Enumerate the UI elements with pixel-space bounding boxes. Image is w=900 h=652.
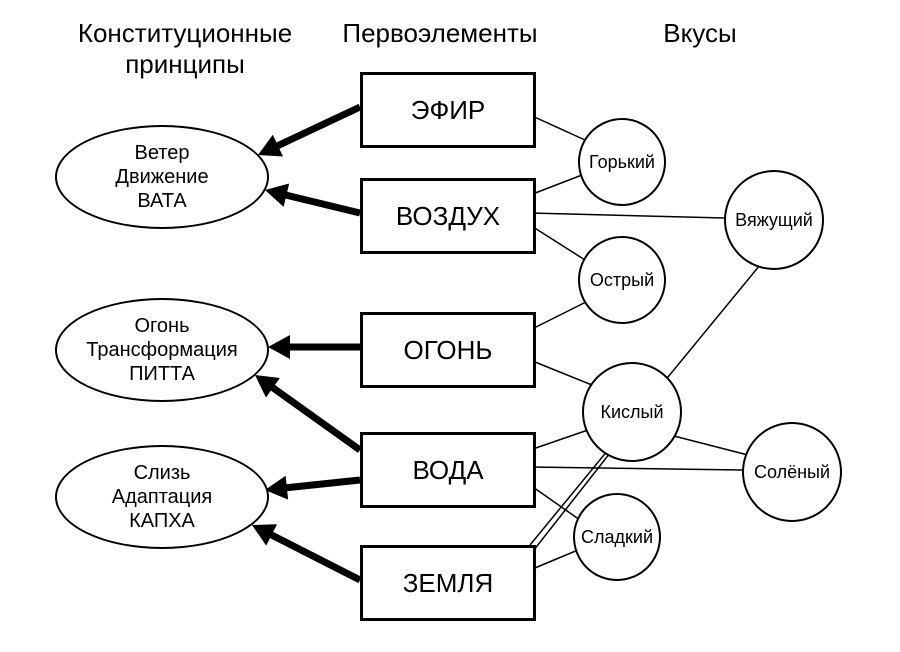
taste-sweet-label: Сладкий [581, 527, 653, 548]
taste-bitter: Горький [578, 118, 666, 206]
element-air-label: ВОЗДУХ [396, 201, 500, 232]
principle-pitta-line1: Огонь [135, 314, 190, 338]
principle-vata-line3: ВАТА [137, 189, 186, 213]
element-earth-label: ЗЕМЛЯ [403, 568, 494, 599]
taste-salty-label: Солёный [754, 462, 830, 483]
taste-salty: Солёный [742, 422, 842, 522]
element-ether: ЭФИР [360, 72, 536, 148]
element-fire: ОГОНЬ [360, 312, 536, 388]
taste-pungent: Острый [578, 236, 666, 324]
element-water: ВОДА [360, 432, 536, 508]
principle-vata-line2: Движение [115, 165, 208, 189]
element-fire-label: ОГОНЬ [404, 335, 493, 366]
taste-astringent-label: Вяжущий [735, 210, 813, 231]
taste-sour-label: Кислый [600, 402, 663, 423]
principle-kapha-line2: Адаптация [112, 485, 212, 509]
element-air: ВОЗДУХ [360, 178, 536, 254]
element-ether-label: ЭФИР [411, 95, 485, 126]
principle-pitta-line2: Трансформация [86, 338, 237, 362]
principle-pitta: ОгоньТрансформацияПИТТА [55, 298, 269, 402]
principle-kapha-line1: Слизь [134, 461, 191, 485]
taste-sour: Кислый [582, 362, 682, 462]
element-water-label: ВОДА [412, 455, 483, 486]
taste-bitter-label: Горький [589, 152, 655, 173]
taste-sweet: Сладкий [573, 493, 661, 581]
principle-kapha: СлизьАдаптацияКАПХА [55, 445, 269, 549]
taste-astringent: Вяжущий [724, 170, 824, 270]
principle-vata: ВетерДвижениеВАТА [55, 125, 269, 229]
principle-kapha-line3: КАПХА [129, 509, 195, 533]
principle-vata-line1: Ветер [135, 141, 190, 165]
taste-pungent-label: Острый [590, 270, 654, 291]
element-earth: ЗЕМЛЯ [360, 545, 536, 621]
principle-pitta-line3: ПИТТА [129, 362, 195, 386]
